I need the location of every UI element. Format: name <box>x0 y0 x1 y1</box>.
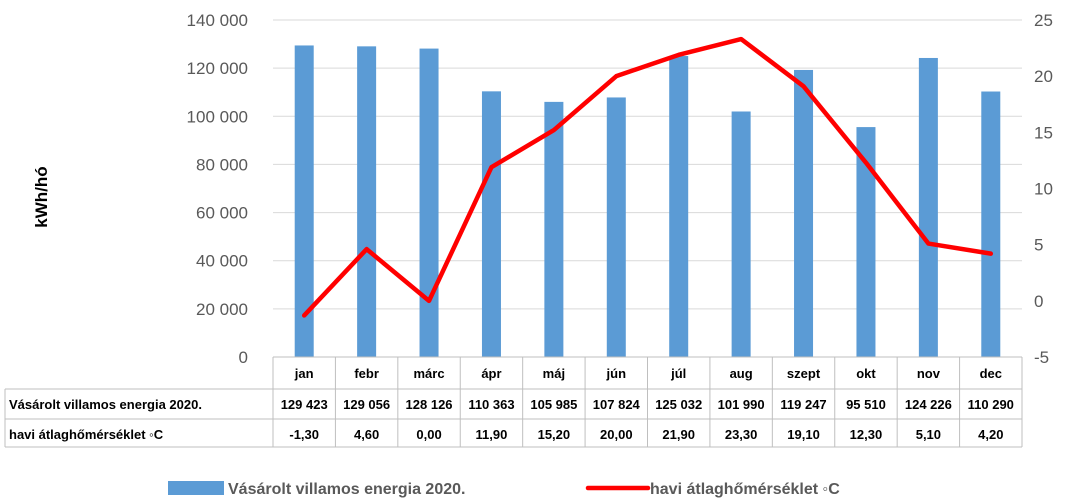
table-cell: 129 056 <box>343 397 390 412</box>
legend-swatch-bar <box>168 481 224 495</box>
y-axis-right: -5 0 5 10 15 20 25 <box>1034 11 1053 367</box>
table-cell: 0,00 <box>416 427 441 442</box>
x-tick-label: márc <box>414 366 445 381</box>
table-cell: 124 226 <box>905 397 952 412</box>
bar <box>981 92 1000 357</box>
table-cell: 119 247 <box>780 397 826 412</box>
bar <box>607 97 626 357</box>
table-cell: 101 990 <box>718 397 765 412</box>
x-tick-label: okt <box>856 366 876 381</box>
data-table: jan febr márc ápr máj jún júl aug szept okt nov dec… <box>5 357 1022 447</box>
x-tick-label: dec <box>980 366 1002 381</box>
y2-tick-label: 15 <box>1034 123 1053 142</box>
table-cell: 12,30 <box>850 427 883 442</box>
y-tick-label: 40 000 <box>196 252 248 271</box>
x-tick-label: szept <box>787 366 821 381</box>
legend-label: Vásárolt villamos energia 2020. <box>228 481 465 498</box>
x-tick-label: nov <box>917 366 941 381</box>
table-cell: 105 985 <box>530 397 577 412</box>
x-tick-label: ápr <box>481 366 501 381</box>
table-cell: 11,90 <box>476 427 508 442</box>
y2-tick-label: 20 <box>1034 67 1053 86</box>
table-cell: 5,10 <box>916 427 941 442</box>
y2-tick-label: 0 <box>1034 292 1043 311</box>
table-cell: 110 363 <box>468 397 514 412</box>
table-cell: 23,30 <box>725 427 758 442</box>
bar <box>794 70 813 357</box>
bar <box>420 49 439 357</box>
y-tick-label: 100 000 <box>187 107 248 126</box>
table-cell: 95 510 <box>846 397 886 412</box>
temperature-line <box>304 39 991 315</box>
y-axis-left: 0 20 000 40 000 60 000 80 000 100 000 120 000 1… <box>187 11 248 367</box>
y-tick-label: 60 000 <box>196 204 248 223</box>
bar <box>669 56 688 357</box>
table-cell: 20,00 <box>600 427 633 442</box>
y-axis-label: kWh/hó <box>32 166 51 227</box>
table-cell: 107 824 <box>593 397 641 412</box>
table-cell: 129 423 <box>281 397 328 412</box>
table-cell: 21,90 <box>662 427 695 442</box>
y-tick-label: 80 000 <box>196 155 248 174</box>
y-tick-label: 140 000 <box>187 11 248 30</box>
x-tick-label: febr <box>354 366 379 381</box>
table-cell: -1,30 <box>289 427 319 442</box>
table-cell: 19,10 <box>787 427 820 442</box>
x-tick-label: júl <box>670 366 686 381</box>
table-row-label: Vásárolt villamos energia 2020. <box>9 397 202 412</box>
table-row-label: havi átlaghőmérséklet ◦C <box>9 427 164 442</box>
table-cell: 128 126 <box>406 397 453 412</box>
y2-tick-label: 25 <box>1034 11 1053 30</box>
y2-tick-label: 10 <box>1034 180 1053 199</box>
y2-tick-label: -5 <box>1034 348 1049 367</box>
table-cell: 15,20 <box>538 427 571 442</box>
table-cell: 125 032 <box>655 397 702 412</box>
table-cell: 4,20 <box>978 427 1003 442</box>
bar <box>544 102 563 357</box>
bar <box>482 91 501 357</box>
legend: Vásárolt villamos energia 2020. havi átla… <box>168 481 840 498</box>
bar <box>357 46 376 357</box>
line-series <box>304 39 991 316</box>
y-tick-label: 120 000 <box>187 59 248 78</box>
x-tick-label: jún <box>606 366 627 381</box>
y-tick-label: 0 <box>239 348 248 367</box>
y-tick-label: 20 000 <box>196 300 248 319</box>
table-cell: 4,60 <box>354 427 379 442</box>
x-tick-label: máj <box>543 366 565 381</box>
bar <box>919 58 938 357</box>
y2-tick-label: 5 <box>1034 236 1043 255</box>
x-tick-label: aug <box>730 366 753 381</box>
bar <box>732 111 751 357</box>
x-tick-label: jan <box>294 366 314 381</box>
table-cell: 110 290 <box>968 397 1014 412</box>
legend-label: havi átlaghőmérséklet ◦C <box>650 481 840 498</box>
